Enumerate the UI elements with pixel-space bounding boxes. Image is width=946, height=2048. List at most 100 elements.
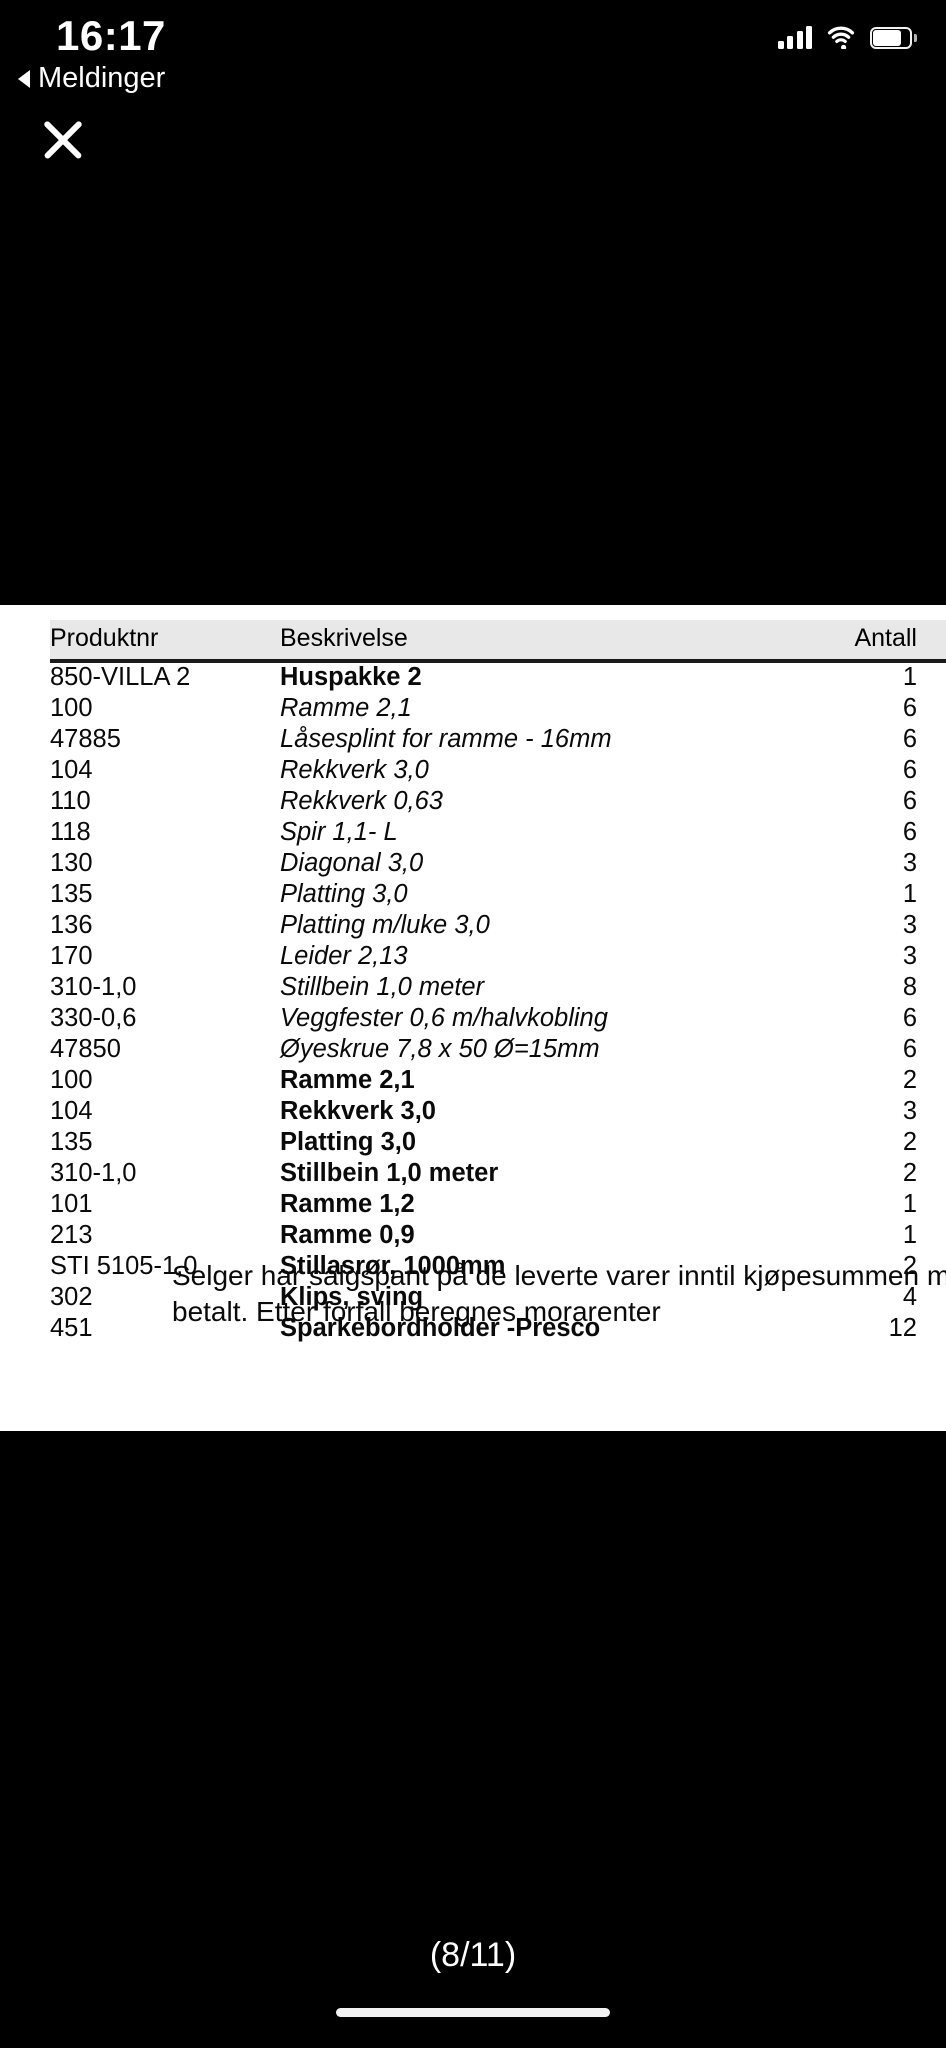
table-row: 104 Rekkverk 3,0 3	[50, 1097, 946, 1128]
table-row: 47885 Låsesplint for ramme - 16mm 6	[50, 725, 946, 756]
cell-description: Ramme 0,9	[280, 1221, 415, 1249]
cell-extra	[935, 880, 946, 911]
table-row: 213 Ramme 0,9 1	[50, 1221, 946, 1252]
cell-quantity: 1	[902, 1221, 917, 1249]
cell-product-number: 47850	[50, 1035, 121, 1063]
cell-description: Veggfester 0,6 m/halvkobling	[280, 1004, 608, 1032]
cell-product-number: STI 5105-1,0	[50, 1252, 198, 1280]
close-icon[interactable]	[36, 112, 90, 166]
cell-extra	[935, 973, 946, 1004]
cell-quantity: 1	[902, 1190, 917, 1218]
back-to-messages-link[interactable]: Meldinger	[18, 62, 165, 95]
cell-extra	[935, 1066, 946, 1097]
signal-bars-icon	[777, 26, 812, 49]
cell-quantity: 6	[902, 1035, 917, 1063]
status-icons	[777, 26, 917, 49]
cell-description: Rekkverk 3,0	[280, 1097, 436, 1125]
cell-quantity: 2	[902, 1252, 917, 1280]
cell-quantity: 6	[902, 694, 917, 722]
items-table: Produktnr Beskrivelse Antall 850-VILLA 2…	[50, 620, 946, 1345]
cell-quantity: 3	[902, 942, 917, 970]
table-row: 310-1,0 Stillbein 1,0 meter 2	[50, 1159, 946, 1190]
cell-description: Rekkverk 3,0	[280, 756, 429, 784]
cell-quantity: 6	[902, 818, 917, 846]
wifi-icon	[826, 26, 856, 49]
table-row: 310-1,0 Stillbein 1,0 meter 8	[50, 973, 946, 1004]
column-header-product-number: Produktnr	[50, 620, 280, 663]
table-row: 170 Leider 2,13 3	[50, 942, 946, 973]
cell-product-number: 118	[50, 818, 91, 846]
cell-product-number: 104	[50, 756, 93, 784]
table-row: 135 Platting 3,0 2	[50, 1128, 946, 1159]
page-counter: (8/11)	[429, 1936, 517, 1974]
column-header-extra	[935, 620, 946, 663]
table-row: 135 Platting 3,0 1	[50, 880, 946, 911]
cell-description: Stillbein 1,0 meter	[280, 973, 485, 1001]
cell-quantity: 3	[902, 911, 917, 939]
cell-quantity: 12	[888, 1314, 917, 1342]
cell-product-number: 170	[50, 942, 93, 970]
cell-product-number: 310-1,0	[50, 973, 137, 1001]
cell-product-number: 135	[50, 880, 93, 908]
cell-description: Ramme 2,1	[280, 694, 412, 722]
column-header-quantity: Antall	[810, 620, 935, 663]
document-page[interactable]: Produktnr Beskrivelse Antall 850-VILLA 2…	[0, 605, 946, 1431]
table-row: 100 Ramme 2,1 6	[50, 694, 946, 725]
cell-description: Stillbein 1,0 meter	[280, 1159, 499, 1187]
status-bar: 16:17 Meldinger	[0, 0, 946, 100]
sales-terms-text: Selger har salgspant på de leverte varer…	[172, 1260, 946, 1327]
cell-product-number: 47885	[50, 725, 121, 753]
cell-product-number: 100	[50, 1066, 93, 1094]
table-row: 110 Rekkverk 0,63 6	[50, 787, 946, 818]
cell-quantity: 2	[902, 1128, 917, 1156]
cell-product-number: 110	[50, 787, 91, 815]
cell-description: Ramme 2,1	[280, 1066, 415, 1094]
cell-product-number: 330-0,6	[50, 1004, 137, 1032]
cell-product-number: 104	[50, 1097, 93, 1125]
cell-extra	[935, 1004, 946, 1035]
cell-product-number: 101	[50, 1190, 93, 1218]
cell-extra	[935, 818, 946, 849]
home-indicator[interactable]	[336, 2008, 610, 2017]
back-label: Meldinger	[38, 62, 166, 94]
cell-description: Spir 1,1- L	[280, 818, 398, 846]
table-row: 130 Diagonal 3,0 3	[50, 849, 946, 880]
cell-product-number: 130	[50, 849, 93, 877]
cell-product-number: 310-1,0	[50, 1159, 137, 1187]
cell-description: Platting 3,0	[280, 1128, 417, 1156]
table-row: 118 Spir 1,1- L 6	[50, 818, 946, 849]
table-row: 100 Ramme 2,1 2	[50, 1066, 946, 1097]
cell-extra	[935, 942, 946, 973]
cell-quantity: 2	[902, 1066, 917, 1094]
cell-extra	[935, 787, 946, 818]
cell-quantity: 3	[902, 849, 917, 877]
cell-description: Øyeskrue 7,8 x 50 Ø=15mm	[280, 1035, 600, 1063]
cell-quantity: 4	[902, 1283, 917, 1311]
cell-description: Diagonal 3,0	[280, 849, 424, 877]
table-row: 451 Sparkebordholder -Presco 12	[50, 1314, 946, 1345]
back-caret-icon	[18, 69, 30, 88]
cell-extra	[935, 1097, 946, 1128]
cell-extra	[935, 849, 946, 880]
cell-extra	[935, 1190, 946, 1221]
table-header-row: Produktnr Beskrivelse Antall	[50, 620, 946, 663]
cell-description: Ramme 1,2	[280, 1190, 415, 1218]
cell-extra	[935, 1128, 946, 1159]
cell-product-number: 850-VILLA 2	[50, 663, 191, 691]
table-row: 104 Rekkverk 3,0 6	[50, 756, 946, 787]
cell-description: Rekkverk 0,63	[280, 787, 443, 815]
table-row: 330-0,6 Veggfester 0,6 m/halvkobling 6	[50, 1004, 946, 1035]
table-row: STI 5105-1,0 Stillasrør, 1000mm 2	[50, 1252, 946, 1283]
cell-quantity: 6	[902, 756, 917, 784]
table-row: 850-VILLA 2 Huspakke 2 13	[50, 661, 946, 694]
cell-description: Sparkebordholder -Presco	[280, 1314, 601, 1342]
battery-icon	[870, 27, 917, 49]
cell-product-number: 302	[50, 1283, 93, 1311]
cell-quantity: 6	[902, 725, 917, 753]
document-content: Produktnr Beskrivelse Antall 850-VILLA 2…	[50, 620, 946, 1345]
cell-product-number: 136	[50, 911, 93, 939]
table-row: 302 Klips, sving 4	[50, 1283, 946, 1314]
cell-quantity: 3	[902, 1097, 917, 1125]
